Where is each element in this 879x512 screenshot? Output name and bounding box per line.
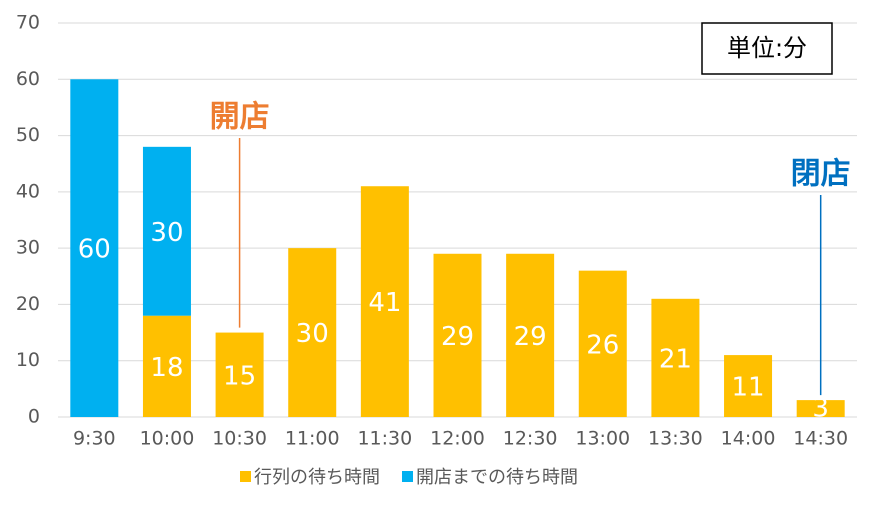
- x-tick-label: 10:00: [140, 428, 195, 450]
- x-tick-label: 11:00: [285, 428, 340, 450]
- bar: [215, 332, 264, 417]
- x-tick-label: 14:00: [721, 428, 776, 450]
- value-label: 21: [659, 344, 692, 374]
- x-tick-label: 14:30: [793, 428, 848, 450]
- y-tick-label: 20: [16, 293, 40, 315]
- value-label: 3: [812, 394, 829, 424]
- x-tick-label: 12:30: [503, 428, 558, 450]
- x-tick-label: 12:00: [430, 428, 485, 450]
- bar: [433, 253, 482, 417]
- bar: [578, 270, 627, 417]
- legend-swatch: [402, 471, 413, 482]
- legend-label: 行列の待ち時間: [254, 467, 380, 488]
- value-label: 18: [150, 353, 183, 383]
- bar: [651, 298, 700, 417]
- x-tick-label: 13:30: [648, 428, 703, 450]
- value-label: 29: [441, 322, 474, 352]
- annotation-label: 開店: [210, 100, 270, 135]
- value-label: 15: [223, 361, 256, 391]
- y-tick-label: 30: [16, 237, 40, 259]
- x-tick-label: 9:30: [73, 428, 116, 450]
- bar: [142, 146, 191, 316]
- bar: [70, 79, 119, 418]
- value-label: 29: [514, 322, 547, 352]
- value-label: 26: [586, 330, 619, 360]
- unit-label: 単位:分: [727, 34, 807, 62]
- y-tick-label: 0: [28, 406, 40, 428]
- y-tick-label: 10: [16, 349, 40, 371]
- legend-swatch: [240, 471, 251, 482]
- bar: [506, 253, 555, 417]
- value-label: 60: [78, 235, 111, 265]
- bar: [724, 355, 773, 417]
- unit-box: [701, 22, 833, 75]
- value-label: 41: [368, 288, 401, 318]
- x-tick-label: 10:30: [212, 428, 267, 450]
- value-label: 30: [150, 218, 183, 248]
- value-label: 11: [731, 373, 764, 403]
- annotation-label: 閉店: [791, 157, 851, 192]
- bar: [360, 186, 409, 417]
- bar: [288, 248, 337, 417]
- x-tick-label: 11:30: [357, 428, 412, 450]
- legend-label: 開店までの待ち時間: [416, 467, 578, 488]
- bar: [796, 400, 845, 417]
- x-tick-label: 13:00: [575, 428, 630, 450]
- value-label: 30: [296, 319, 329, 349]
- y-tick-label: 40: [16, 180, 40, 202]
- y-tick-label: 70: [16, 12, 40, 34]
- y-tick-label: 50: [16, 124, 40, 146]
- bar: [142, 315, 191, 417]
- y-tick-label: 60: [16, 68, 40, 90]
